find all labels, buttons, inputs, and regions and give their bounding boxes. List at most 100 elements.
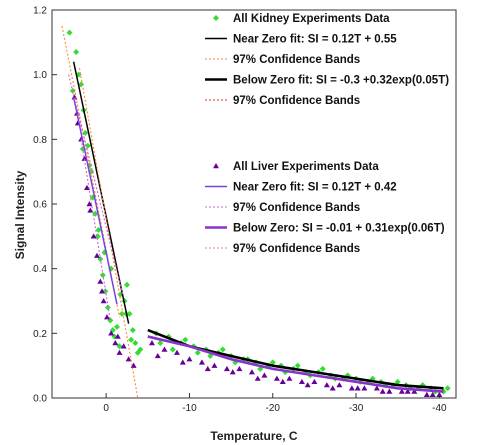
y-tick-label: 1.2 — [33, 6, 47, 17]
fit-line — [80, 139, 111, 321]
liver-data-point — [261, 372, 268, 378]
series-2 — [72, 61, 130, 324]
liver-data-point — [386, 388, 393, 394]
kidney-data-point — [126, 310, 133, 317]
kidney-data-point — [182, 336, 189, 343]
liver-data-point — [279, 378, 286, 385]
kidney-data-point — [73, 49, 80, 56]
kidney-data-point — [104, 304, 111, 311]
liver-data-point — [273, 375, 280, 381]
y-tick-label: 1.0 — [33, 70, 47, 81]
liver-data-point — [186, 356, 193, 362]
liver-data-point — [125, 356, 132, 362]
y-tick-label: 0.6 — [33, 200, 47, 211]
y-tick-label: 0.4 — [33, 264, 47, 275]
x-axis-title: Temperature, C — [210, 429, 297, 443]
liver-data-point — [373, 385, 380, 391]
kidney-data-point — [113, 323, 120, 330]
kidney-data-point — [118, 310, 125, 317]
liver-data-point — [100, 298, 107, 304]
liver-data-point — [108, 330, 115, 336]
liver-data-point — [198, 359, 205, 365]
fit-line — [147, 328, 444, 390]
liver-data-point — [98, 288, 105, 294]
series-3 — [61, 26, 121, 318]
legend-label: 97% Confidence Bands — [233, 54, 360, 66]
x-tick-label: 0 — [103, 403, 109, 414]
fit-line — [72, 61, 130, 324]
liver-data-point — [254, 375, 261, 381]
liver-data-point — [211, 362, 218, 368]
legend-label: Below Zero fit: SI = -0.3 +0.32exp(0.05T… — [233, 75, 449, 87]
liver-data-point — [112, 340, 119, 346]
liver-data-point — [204, 365, 211, 372]
liver-data-point — [348, 385, 355, 391]
liver-data-point — [286, 375, 293, 381]
liver-data-point — [87, 207, 94, 213]
fit-line — [72, 97, 118, 305]
liver-data-point — [236, 365, 243, 372]
series-8 — [68, 74, 124, 295]
liver-data-point — [398, 388, 405, 394]
legend-marker — [213, 163, 219, 169]
series-7 — [80, 139, 111, 321]
legend-label: All Kidney Experiments Data — [233, 13, 390, 25]
liver-data-point — [298, 378, 305, 385]
fit-line — [68, 74, 124, 295]
liver-data-point — [148, 340, 155, 346]
series-6 — [72, 97, 118, 305]
liver-data-point — [311, 378, 318, 385]
kidney-data-point — [157, 340, 164, 347]
kidney-data-point — [444, 385, 451, 392]
liver-data-point — [429, 391, 436, 397]
x-tick-label: -40 — [432, 403, 447, 414]
liver-data-point — [161, 346, 168, 352]
kidney-data-point — [129, 327, 136, 334]
kidney-data-point — [66, 29, 73, 36]
x-tick-label: -10 — [182, 403, 197, 414]
liver-data-point — [336, 382, 343, 388]
legend-label: Near Zero fit: SI = 0.12T + 0.42 — [233, 182, 397, 194]
liver-data-point — [83, 184, 90, 191]
fit-line — [78, 68, 139, 398]
liver-data-point — [93, 252, 100, 258]
liver-data-point — [120, 343, 127, 349]
series-layer — [61, 26, 451, 398]
y-axis-title: Signal Intensity — [13, 170, 27, 259]
liver-data-point — [154, 352, 161, 359]
axis-layer: 0 -10 -20 -30 -40 0.0 0.2 0.4 0.6 0.8 1.0 1.2 — [33, 6, 447, 415]
y-tick-label: 0.0 — [33, 394, 47, 405]
kidney-data-point — [123, 281, 130, 288]
liver-data-point — [103, 314, 110, 320]
liver-data-point — [179, 359, 186, 365]
liver-data-point — [173, 349, 180, 355]
kidney-data-point — [134, 349, 141, 356]
kidney-data-point — [132, 340, 139, 347]
kidney-data-point — [194, 349, 201, 356]
series-9 — [147, 335, 444, 393]
legend: All Kidney Experiments Data Near Zero fit… — [205, 13, 449, 255]
legend-label: 97% Confidence Bands — [233, 202, 360, 214]
liver-data-point — [248, 369, 255, 375]
legend-label: Near Zero fit: SI = 0.12T + 0.55 — [233, 34, 397, 46]
liver-data-point — [379, 388, 386, 394]
liver-data-point — [411, 388, 418, 394]
liver-data-point — [114, 333, 121, 339]
kidney-data-point — [269, 359, 276, 366]
kidney-data-point — [128, 336, 135, 343]
liver-data-point — [323, 382, 330, 388]
kidney-data-point — [394, 378, 401, 385]
liver-data-point — [329, 385, 336, 391]
legend-label: All Liver Experiments Data — [233, 161, 379, 173]
kidney-data-point — [319, 365, 326, 372]
liver-data-point — [404, 388, 411, 394]
liver-data-point — [86, 201, 93, 207]
kidney-data-point — [294, 362, 301, 369]
series-4 — [78, 68, 139, 398]
legend-label: 97% Confidence Bands — [233, 95, 360, 107]
fit-line — [147, 335, 444, 393]
x-tick-label: -20 — [266, 403, 281, 414]
kidney-data-point — [169, 346, 176, 353]
liver-data-point — [229, 369, 236, 375]
